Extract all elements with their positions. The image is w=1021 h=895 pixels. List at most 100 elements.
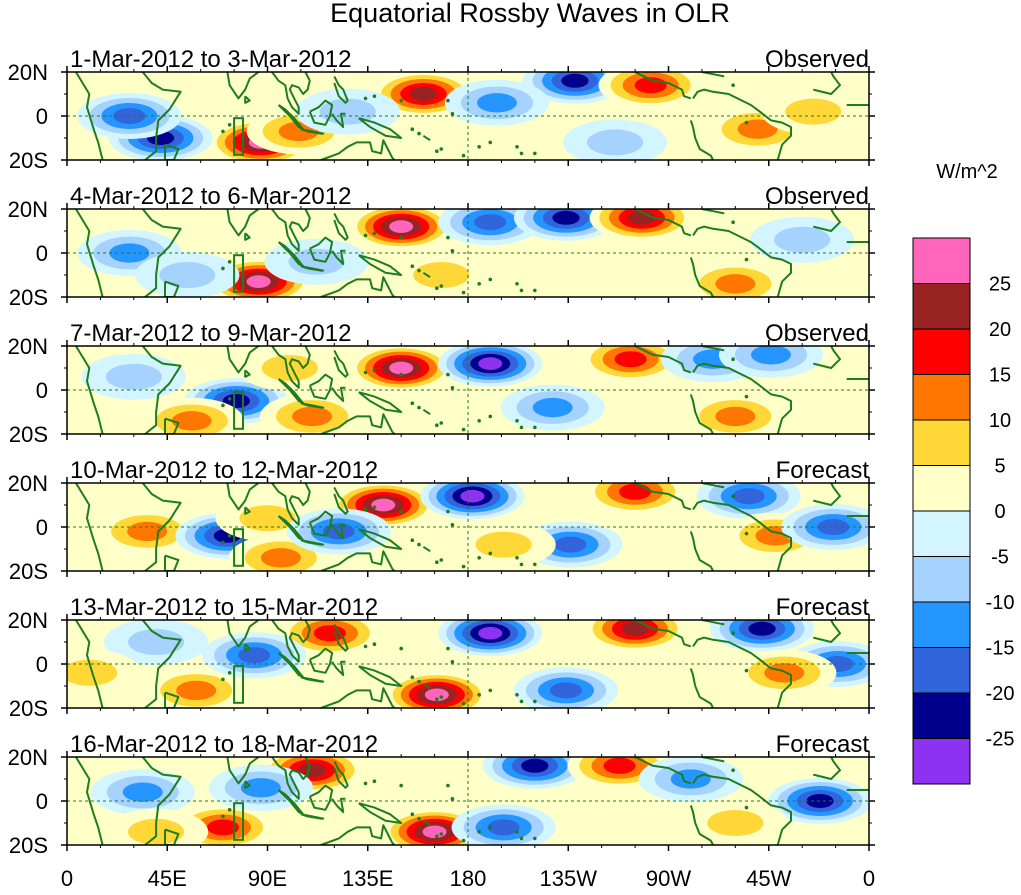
panel-period-label: 7-Mar-2012 to 9-Mar-2012	[70, 320, 351, 347]
panel-status-label: Observed	[765, 320, 869, 347]
island	[417, 405, 421, 410]
island	[410, 401, 415, 406]
coastline	[422, 271, 431, 279]
island	[417, 268, 421, 273]
anomaly-contour	[817, 519, 850, 535]
island	[221, 403, 225, 408]
coastline	[271, 757, 311, 800]
colorbar-label: 20	[989, 319, 1011, 341]
anomaly-contour	[261, 355, 318, 381]
anomaly-contour	[586, 129, 644, 156]
colorbar-swatch	[912, 328, 971, 375]
island	[363, 233, 368, 238]
coastline	[333, 623, 349, 652]
anomaly-contour	[389, 361, 414, 375]
x-tick-label: 180	[450, 866, 487, 890]
coastline	[75, 346, 104, 434]
anomaly-contour	[288, 248, 345, 275]
anomaly-contour	[748, 621, 776, 636]
island	[515, 693, 519, 697]
anomaly-contour	[413, 262, 470, 288]
panel-status-label: Observed	[765, 46, 869, 73]
coastline	[331, 797, 346, 813]
island	[488, 825, 493, 830]
coastline	[813, 757, 841, 780]
coastline	[300, 813, 325, 820]
coastline	[813, 72, 841, 95]
colorbar-label: 0	[994, 501, 1005, 523]
colorbar-swatch	[912, 647, 971, 694]
anomaly-contour	[614, 351, 647, 368]
coastline	[271, 483, 311, 526]
panel-period-label: 4-Mar-2012 to 6-Mar-2012	[70, 183, 351, 210]
coastline	[331, 112, 346, 128]
coastline	[813, 209, 841, 232]
island	[461, 427, 466, 432]
anomaly-contour	[260, 548, 301, 568]
x-tick-label: 90W	[646, 866, 691, 890]
reference-box	[233, 802, 244, 841]
y-tick-label: 20S	[9, 285, 48, 310]
anomaly-field	[77, 209, 855, 297]
coastline	[689, 394, 714, 434]
island	[477, 419, 481, 423]
island	[515, 830, 519, 834]
island	[221, 677, 225, 682]
panel-period-label: 16-Mar-2012 to 18-Mar-2012	[70, 731, 378, 758]
anomaly-contour	[128, 629, 185, 655]
island	[363, 507, 368, 512]
island	[488, 277, 493, 282]
anomaly-contour	[206, 819, 239, 836]
panel: 20N 0 20S 10-Mar-2012 to 12-Mar-2012 Forecas…	[8, 457, 875, 584]
island	[227, 123, 232, 127]
anomaly-contour	[176, 680, 217, 701]
colorbar-swatch	[912, 601, 971, 648]
island	[450, 523, 455, 527]
coastline	[320, 550, 396, 571]
island	[399, 646, 403, 651]
anomaly-contour	[122, 782, 163, 802]
island	[477, 830, 481, 834]
anomaly-contour	[715, 406, 756, 427]
y-tick-label: 20S	[9, 422, 48, 447]
anomaly-contour	[239, 505, 296, 532]
colorbar-swatch	[912, 465, 971, 512]
island	[744, 531, 749, 536]
coastline	[75, 209, 104, 297]
x-tick-label: 45W	[746, 866, 791, 890]
island	[363, 96, 368, 101]
island	[221, 814, 225, 819]
island	[744, 805, 749, 810]
island	[439, 695, 444, 699]
colorbar-label: -5	[991, 547, 1009, 569]
island	[363, 781, 368, 786]
anomaly-contour	[552, 210, 580, 225]
coastline	[634, 72, 692, 100]
coastline	[226, 72, 260, 100]
y-tick-label: 20S	[9, 559, 48, 584]
island	[515, 556, 519, 560]
coastline	[422, 545, 431, 553]
y-tick-label: 0	[36, 652, 48, 677]
coastline	[320, 139, 396, 160]
island	[519, 288, 524, 293]
island	[477, 145, 481, 149]
anomaly-contour	[409, 87, 438, 101]
coastline	[300, 402, 325, 409]
anomaly-contour	[127, 521, 168, 542]
anomaly-field	[67, 620, 869, 708]
coastline	[308, 510, 334, 537]
colorbar-swatch	[912, 283, 971, 330]
reference-box	[233, 254, 244, 293]
coastline	[244, 232, 251, 241]
coastline	[422, 682, 431, 690]
coastline	[308, 373, 334, 400]
coastline	[331, 660, 346, 676]
colorbar-swatch	[912, 556, 971, 603]
anomaly-contour	[750, 346, 791, 365]
colorbar-label: -15	[986, 638, 1015, 660]
y-tick-label: 20S	[9, 833, 48, 858]
island	[515, 145, 519, 149]
